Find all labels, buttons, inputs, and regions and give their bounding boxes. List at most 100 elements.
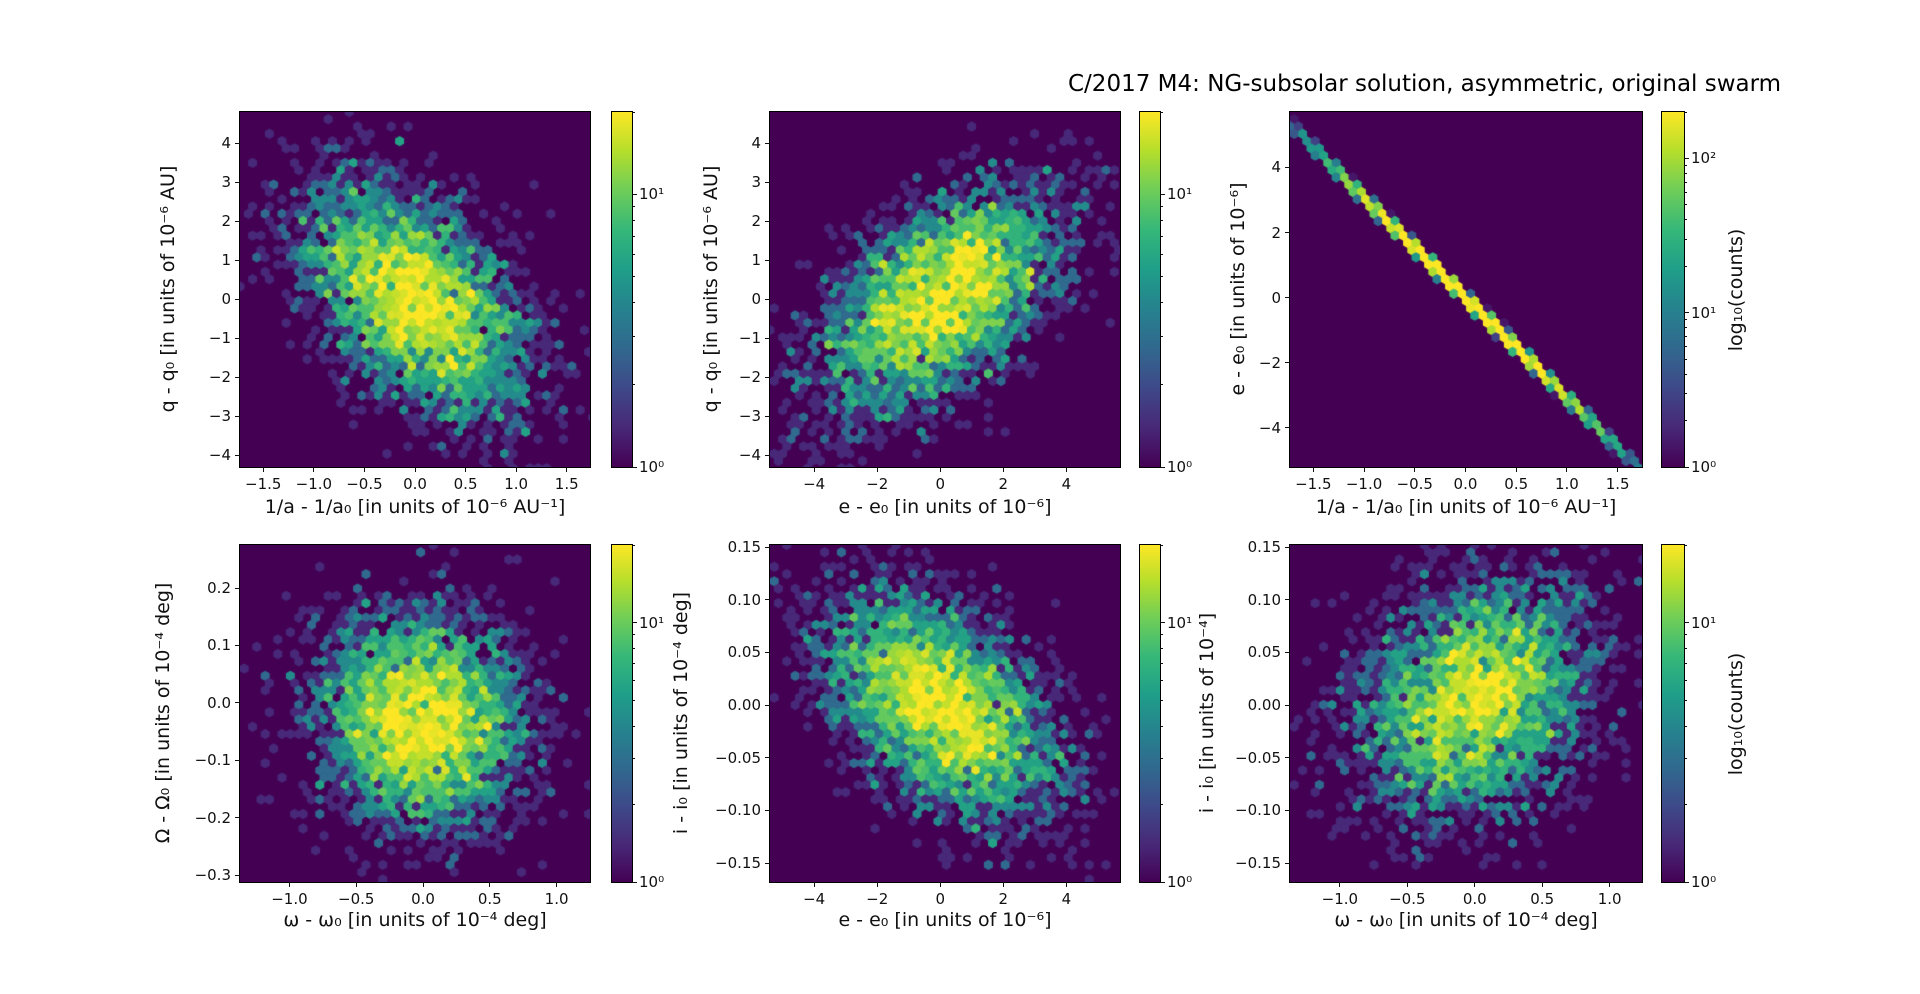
colorbar-tick-mark [1160, 254, 1163, 256]
colorbar-tick-mark [632, 662, 635, 664]
x-tick-label: 0.0 [403, 475, 427, 493]
y-tick-mark [1285, 297, 1290, 299]
colorbar-tick-mark [632, 193, 637, 195]
x-tick-mark [876, 882, 878, 887]
y-tick-label: −2 [738, 368, 761, 387]
hexbin-canvas [770, 112, 1120, 467]
x-tick-mark [1065, 882, 1067, 887]
colorbar-tick-mark [1684, 181, 1687, 183]
hexbin-panel-top-middle [769, 111, 1121, 468]
x-tick-label: 0.5 [1504, 475, 1529, 493]
colorbar-tick-mark [1160, 757, 1163, 759]
colorbar-tick-label: 10¹ [1691, 613, 1717, 632]
x-tick-label: −0.5 [346, 475, 383, 493]
x-tick-mark [422, 882, 424, 887]
colorbar-tick-label: 10¹ [639, 185, 665, 204]
hexbin-panel-bottom-right [1289, 544, 1643, 883]
y-tick-mark [235, 644, 240, 646]
x-tick-label: 0 [935, 475, 946, 493]
y-tick-label: 2 [221, 212, 231, 231]
y-tick-mark [235, 337, 240, 339]
colorbar-tick-mark [632, 384, 635, 386]
y-tick-label: −4 [208, 446, 231, 465]
colorbar-tick-mark [1160, 725, 1163, 727]
x-tick-mark [813, 882, 815, 887]
colorbar-axis-label: log₁₀(counts) [1725, 228, 1747, 351]
x-tick-label: 1.5 [554, 475, 579, 493]
y-tick-mark [235, 702, 240, 704]
y-tick-label: −2 [208, 368, 231, 387]
y-tick-mark [1285, 232, 1290, 233]
colorbar [1661, 111, 1685, 468]
colorbar-tick-mark [632, 679, 635, 681]
y-tick-label: −0.15 [715, 854, 761, 873]
y-tick-label: 0.05 [1247, 643, 1281, 662]
y-tick-mark [765, 181, 770, 183]
colorbar-tick-mark [1684, 165, 1687, 166]
colorbar-tick-label: 10⁰ [1167, 458, 1193, 476]
y-tick-label: −0.10 [1235, 801, 1281, 820]
y-tick-label: −0.10 [715, 801, 761, 820]
x-tick-mark [1002, 882, 1004, 887]
x-tick-label: 1.0 [1554, 475, 1579, 493]
x-tick-label: 1.0 [544, 890, 569, 908]
colorbar-tick-mark [1160, 111, 1163, 113]
y-tick-label: 0.05 [727, 643, 761, 662]
colorbar [611, 544, 633, 883]
y-tick-label: 2 [751, 212, 761, 231]
hexbin-canvas [240, 112, 590, 467]
x-axis-label: ω - ω₀ [in units of 10⁻⁴ deg] [283, 909, 547, 931]
colorbar-tick-mark [1160, 220, 1163, 222]
colorbar-tick-mark [1160, 803, 1163, 805]
y-tick-label: −1 [738, 329, 761, 348]
x-tick-label: 1.5 [1605, 475, 1630, 493]
colorbar-tick-mark [632, 235, 635, 237]
colorbar-tick-mark [632, 647, 635, 649]
colorbar-tick-mark [632, 466, 637, 468]
colorbar-tick-mark [1684, 622, 1689, 624]
y-tick-label: 0.00 [1247, 696, 1281, 715]
colorbar-tick-mark [1684, 172, 1687, 174]
y-tick-mark [1285, 704, 1290, 706]
x-tick-mark [1414, 467, 1416, 472]
hexbin-panel-bottom-left [239, 544, 591, 883]
x-tick-mark [1002, 467, 1004, 472]
y-tick-mark [765, 415, 770, 417]
y-tick-mark [235, 415, 240, 417]
colorbar-tick-mark [1684, 192, 1687, 194]
y-tick-label: 0 [221, 290, 231, 309]
x-tick-label: −1.5 [1295, 475, 1332, 493]
y-tick-mark [1285, 862, 1290, 864]
colorbar-tick-label: 10⁰ [1691, 458, 1717, 476]
colorbar-tick-mark [1160, 881, 1165, 883]
y-tick-mark [765, 599, 770, 601]
y-tick-mark [765, 546, 770, 548]
hexbin-panel-top-right [1289, 111, 1643, 468]
colorbar-tick-mark [632, 336, 635, 338]
y-tick-mark [765, 757, 770, 759]
y-tick-mark [765, 651, 770, 653]
x-tick-label: 0.5 [477, 890, 502, 908]
colorbar-tick-mark [1684, 358, 1687, 360]
y-tick-mark [235, 220, 240, 222]
x-axis-label: 1/a - 1/a₀ [in units of 10⁻⁶ AU⁻¹] [1315, 496, 1617, 518]
y-tick-mark [235, 817, 240, 819]
colorbar-tick-mark [1684, 392, 1687, 394]
colorbar-tick-mark [1160, 544, 1163, 546]
colorbar-tick-mark [1684, 265, 1687, 267]
y-tick-label: −0.1 [194, 751, 231, 770]
x-tick-mark [813, 467, 815, 472]
colorbar-tick-mark [1160, 235, 1163, 237]
colorbar-tick-label: 10² [1691, 149, 1717, 168]
y-tick-label: −4 [1258, 418, 1281, 437]
x-tick-label: −1.0 [1321, 890, 1359, 908]
colorbar [1139, 544, 1161, 883]
x-tick-label: −1.0 [1345, 475, 1383, 493]
x-tick-label: −4 [803, 890, 826, 908]
y-tick-mark [1285, 599, 1290, 601]
y-tick-mark [235, 874, 240, 876]
x-tick-mark [465, 467, 467, 472]
x-tick-label: 0.0 [1453, 475, 1478, 493]
y-tick-label: 4 [751, 134, 761, 153]
